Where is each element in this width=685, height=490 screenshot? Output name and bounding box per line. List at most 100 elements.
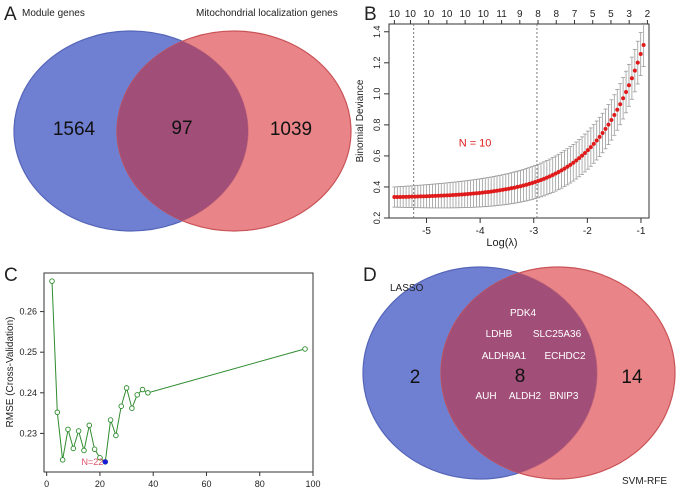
chart-c-best-label: N=22	[81, 457, 103, 467]
chart-b-x-axis: -5 -4 -3 -2 -1	[422, 218, 646, 237]
venn-a-right-label: Mitochondrial localization genes	[196, 8, 338, 19]
chart-c-point	[113, 432, 119, 439]
chart-b-point	[553, 171, 558, 176]
chart-c-series: N=22	[49, 278, 308, 467]
chart-c-y-tick-label: 0.26	[19, 307, 37, 317]
panel-d: D LASSO SVM-RFE 2 8 14 PDK4 LDHB SLC25A3…	[362, 265, 676, 487]
chart-b-point	[445, 193, 450, 198]
chart-b-point	[442, 193, 447, 198]
chart-b-point	[415, 194, 420, 199]
chart-c-line	[51, 281, 306, 463]
chart-b-point	[585, 148, 590, 153]
chart-b-point	[407, 194, 412, 199]
chart-b-point	[477, 190, 482, 195]
chart-c-point	[107, 417, 114, 423]
venn-d-right-count: 14	[621, 367, 643, 388]
chart-c-x-tick-label: 80	[255, 479, 265, 489]
panel-c: C 0 20 40 60 80 100 0.23 0.24 0.25 0.26 N=22 RMS…	[4, 265, 321, 489]
chart-b-point	[597, 134, 602, 139]
chart-b-x-tick-label: -5	[422, 226, 431, 237]
chart-c-plot-frame	[43, 272, 314, 473]
chart-b-top-label: 10	[478, 9, 490, 20]
chart-c-x-axis: 0 20 40 60 80 100	[44, 472, 321, 489]
chart-b-point	[448, 193, 453, 198]
chart-c-point	[91, 446, 98, 453]
chart-b-point	[632, 68, 637, 73]
venn-d-gene: AUH	[475, 391, 496, 402]
chart-c-x-tick-label: 40	[148, 479, 158, 489]
chart-c-point	[70, 445, 77, 452]
venn-a-overlap-count: 97	[171, 118, 192, 139]
chart-b-point	[495, 188, 500, 193]
chart-b-series	[392, 22, 646, 209]
venn-d-gene: ALDH9A1	[482, 351, 527, 362]
panel-letter-d: D	[363, 265, 377, 286]
chart-b-point	[497, 188, 502, 193]
chart-b-y-tick-label: 1.0	[372, 88, 382, 101]
chart-b-point	[436, 193, 441, 198]
venn-a-left-label: Module genes	[22, 8, 85, 19]
chart-c-y-tick-label: 0.24	[19, 388, 37, 398]
chart-b-point	[603, 126, 608, 131]
chart-b-point	[424, 194, 429, 199]
chart-c-point	[86, 422, 93, 429]
panel-a: A Module genes Mitochondrial localizatio…	[4, 4, 352, 232]
chart-b-point	[462, 192, 467, 197]
chart-c-point	[139, 386, 146, 393]
venn-d-left-label: LASSO	[390, 283, 424, 294]
chart-b-point	[465, 192, 470, 197]
chart-b-point	[451, 193, 456, 198]
chart-c-point	[49, 278, 55, 284]
chart-b-y-tick-label: 0.8	[372, 119, 382, 132]
venn-d-gene: ECHDC2	[544, 351, 586, 362]
chart-b-point	[615, 107, 620, 112]
chart-c-point	[145, 390, 151, 396]
chart-c-point	[123, 385, 130, 391]
venn-d-overlap-count: 8	[515, 366, 526, 387]
chart-b-point	[392, 195, 397, 200]
chart-b-point	[483, 190, 488, 195]
panel-b: B 10 10 10 10 10 10 11 9 8 8 7 5 5 3 2 -5 -4 -3 -2 -1 0.20…	[355, 4, 651, 249]
chart-b-top-label: 11	[496, 9, 507, 20]
chart-b-top-label: 10	[460, 9, 472, 20]
chart-b-top-label: 10	[389, 9, 401, 20]
chart-b-point	[474, 191, 479, 196]
chart-b-top-label: 10	[405, 9, 417, 20]
chart-b-point	[430, 194, 435, 199]
chart-b-point	[480, 190, 485, 195]
chart-c-point	[134, 392, 140, 398]
chart-b-point	[398, 194, 403, 199]
chart-b-point	[618, 102, 623, 107]
chart-b-point	[612, 113, 617, 118]
chart-b-point	[427, 194, 432, 199]
chart-b-point	[395, 194, 400, 199]
chart-b-point	[404, 194, 409, 199]
venn-d-gene: BNIP3	[550, 391, 579, 402]
chart-c-best-point	[102, 459, 108, 465]
chart-b-y-tick-label: 1.4	[372, 26, 382, 39]
chart-b-point	[433, 193, 438, 198]
chart-b-point	[562, 166, 567, 171]
panel-letter-a: A	[4, 4, 17, 25]
chart-b-y-tick-label: 0.2	[372, 212, 382, 225]
chart-b-x-tick-label: -3	[529, 226, 538, 237]
chart-b-point	[621, 96, 626, 101]
chart-b-point	[489, 189, 494, 194]
chart-c-x-tick-label: 20	[95, 479, 105, 489]
venn-d-left-count: 2	[410, 367, 421, 388]
chart-c-point	[75, 428, 82, 434]
chart-b-point	[468, 191, 473, 196]
chart-b-y-tick-label: 0.6	[372, 150, 382, 163]
chart-b-plot-frame	[388, 23, 650, 219]
chart-b-point	[582, 150, 587, 155]
chart-c-point	[81, 447, 87, 454]
chart-b-y-tick-label: 1.2	[372, 57, 382, 70]
venn-d-gene: LDHB	[486, 329, 513, 340]
chart-c-point	[97, 455, 103, 461]
chart-b-point	[559, 168, 564, 173]
chart-b-point	[638, 52, 643, 57]
chart-b-point	[574, 158, 579, 163]
chart-b-top-label: 8	[553, 9, 559, 20]
chart-b-top-label: 5	[608, 9, 614, 20]
